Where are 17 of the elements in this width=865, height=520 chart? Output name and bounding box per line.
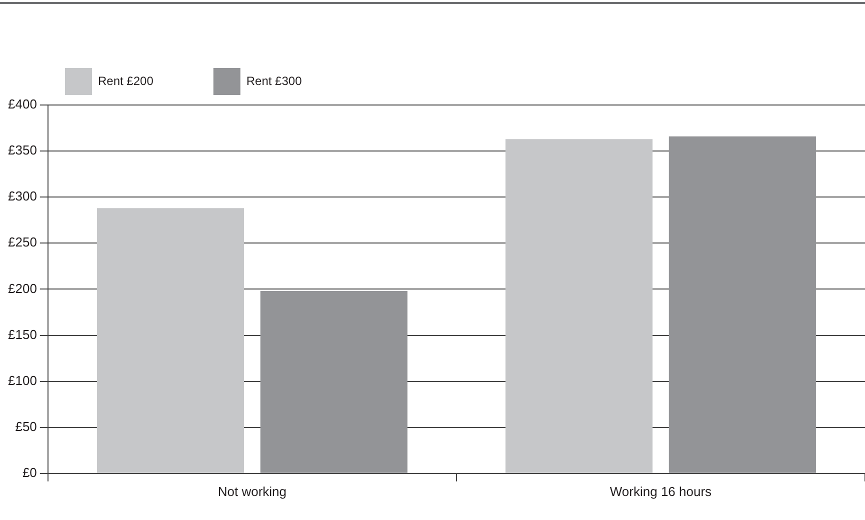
y-tick-label: £400: [8, 96, 37, 112]
bar: [505, 139, 653, 473]
y-tick-label: £250: [8, 234, 37, 250]
x-tick-label: Working 16 hours: [610, 484, 712, 499]
y-tick-label: £150: [8, 326, 37, 342]
y-tick-label: £50: [15, 418, 37, 434]
y-tick-label: £300: [8, 188, 37, 204]
legend-label: Rent £200: [98, 74, 154, 88]
y-tick-label: £100: [8, 372, 37, 388]
bar: [260, 291, 408, 473]
bar: [668, 136, 816, 473]
y-tick-label: £200: [8, 280, 37, 296]
y-tick-label: £350: [8, 142, 37, 158]
x-tick-label: Not working: [218, 484, 287, 499]
bar: [96, 208, 244, 473]
y-tick-label: £0: [22, 464, 37, 480]
legend-label: Rent £300: [246, 74, 302, 88]
